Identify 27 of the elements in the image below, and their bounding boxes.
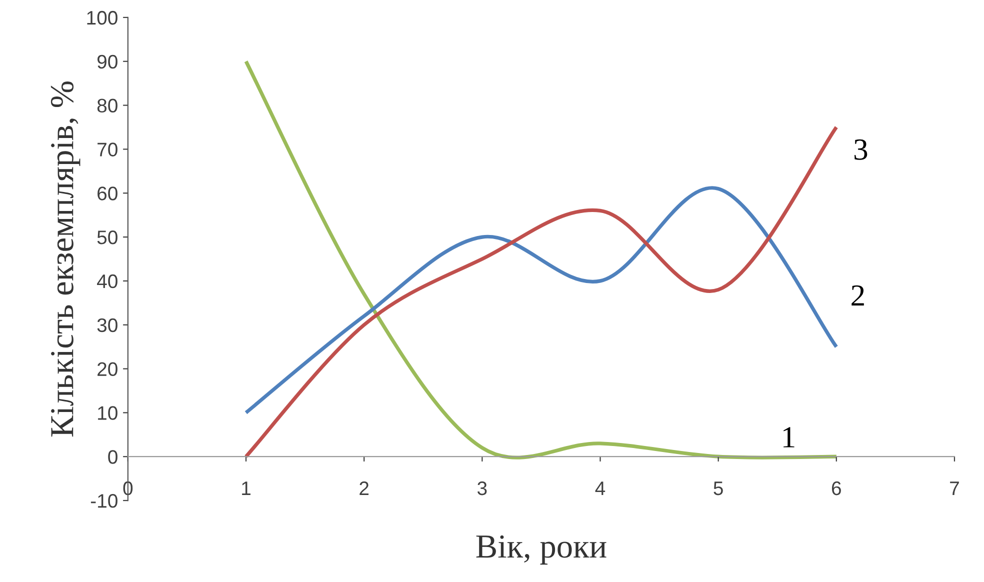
x-tick-label: 3 [477, 481, 487, 496]
line-series [244, 186, 838, 414]
y-tick-label: 50 [97, 230, 118, 244]
x-tick-label: 6 [832, 481, 841, 496]
x-tick-label: 4 [595, 482, 606, 495]
y-tick-label: 40 [97, 274, 118, 288]
y-tick-label: 100 [87, 10, 118, 25]
x-tick-label: 1 [242, 482, 250, 495]
series-label: 1 [784, 427, 794, 448]
y-axis-title: Кількість екземплярів, % [50, 82, 80, 437]
y-tick-label: 60 [98, 186, 118, 200]
x-tick-label: 7 [950, 482, 959, 495]
y-tick-label: -10 [90, 494, 118, 508]
y-tick-label: 0 [108, 450, 118, 464]
series-label: 2 [852, 285, 864, 306]
line-series [244, 125, 838, 458]
x-tick-label: 5 [714, 482, 723, 496]
y-tick-label: 90 [97, 54, 118, 69]
y-tick-label: 10 [98, 406, 118, 420]
x-axis-title: Вік, роки [476, 535, 606, 565]
line-series [244, 60, 838, 460]
y-tick-label: 20 [98, 362, 118, 376]
x-tick-label: 2 [360, 481, 369, 495]
y-tick-label: 80 [97, 98, 118, 113]
y-tick-label: 70 [98, 142, 118, 156]
y-tick-label: 30 [97, 318, 118, 332]
series-label: 3 [854, 139, 868, 160]
